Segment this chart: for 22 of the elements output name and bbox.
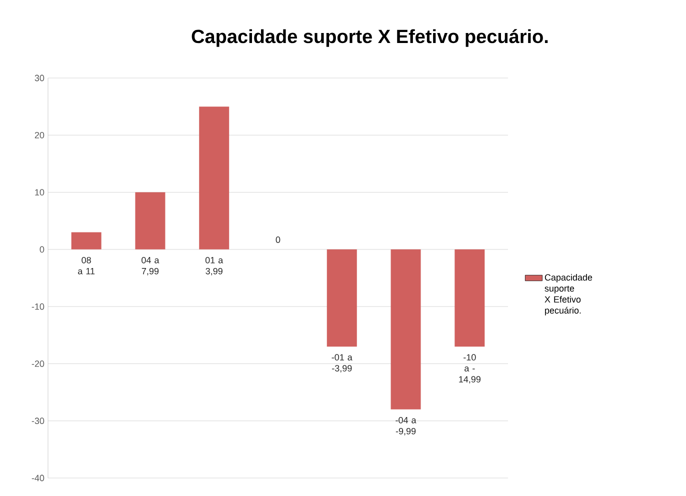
y-tick-label: 30 [34, 74, 44, 82]
bar [454, 249, 485, 347]
x-tick-label: -01 a -3,99 [332, 354, 352, 373]
bar [71, 232, 102, 250]
x-tick-label: 08 a 11 [78, 256, 95, 274]
bar [199, 106, 230, 250]
y-tick-label: -40 [32, 474, 44, 482]
y-tick-label: 20 [34, 132, 44, 138]
bar [326, 249, 357, 347]
x-tick-label: 01 a 3,99 [205, 256, 224, 276]
y-tick-label: -10 [32, 303, 44, 310]
x-tick-label: -10 a -14,99 [459, 354, 480, 384]
x-tick-label: 04 a 7,99 [142, 256, 160, 276]
x-tick-label: -04 a -9,99 [396, 416, 416, 436]
chart-title: Capacidade suporte X Efetivo pecuário. [192, 29, 548, 47]
y-tick-label: -20 [32, 360, 44, 367]
bar [135, 192, 166, 250]
y-tick-label: 0 [40, 246, 44, 253]
y-tick-label: 10 [35, 189, 44, 196]
legend-label: Capacidade suporte X Efetivo pecuário. [544, 274, 592, 316]
bar [390, 249, 421, 410]
y-tick-label: -30 [32, 418, 44, 424]
